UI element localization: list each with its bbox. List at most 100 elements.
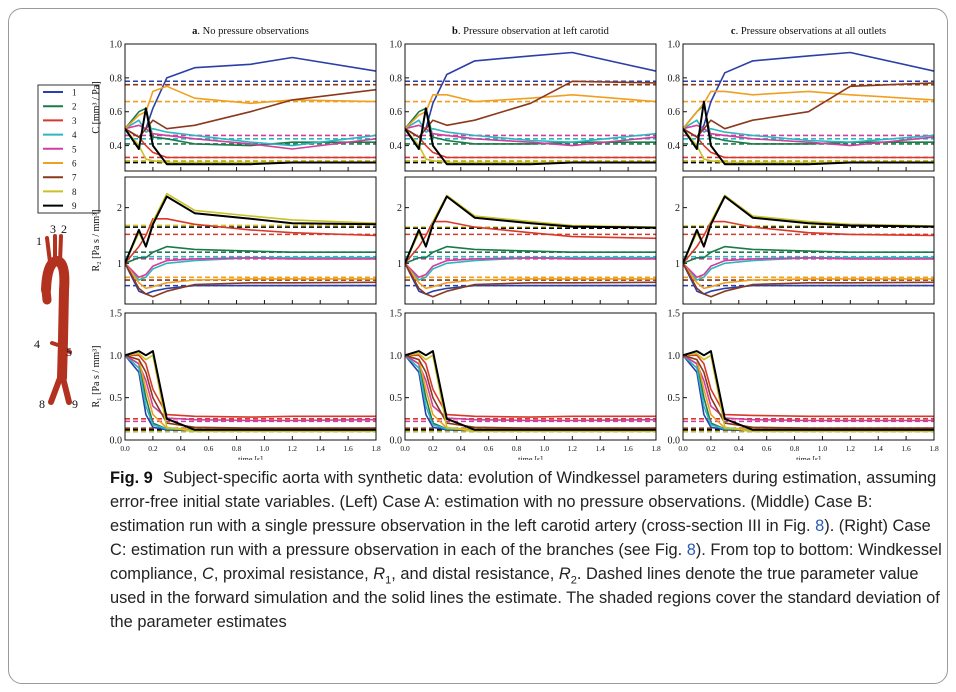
plot-area: [405, 51, 656, 166]
estimate-line: [683, 354, 934, 422]
anatomy-label: 5: [66, 345, 72, 359]
column-letter: a: [192, 26, 198, 37]
column-title: c. Pressure observations at all outlets: [731, 26, 886, 37]
estimate-line: [405, 195, 656, 264]
estimate-line: [125, 354, 376, 430]
x-tick-label: 0.0: [678, 444, 688, 453]
y-tick-label: 0.5: [668, 393, 681, 404]
estimate-line: [125, 354, 376, 431]
estimate-line: [405, 262, 656, 298]
estimate-line: [683, 257, 934, 281]
x-axis-label: time [s]: [518, 455, 543, 460]
caption-text: ). (Right) Case C: estimation run with a…: [110, 517, 931, 559]
y-tick-label: 2: [675, 203, 680, 214]
plot-area: [125, 192, 376, 298]
caption-subscript: 2: [570, 574, 577, 587]
plot-area: [683, 194, 934, 298]
estimate-line: [405, 352, 656, 433]
anatomy-label: 3: [50, 222, 56, 236]
plot-area: [405, 350, 656, 433]
estimate-line: [125, 85, 376, 130]
column-title-text: . Pressure observation at left carotid: [458, 26, 610, 37]
x-tick-label: 0.8: [232, 444, 242, 453]
y-tick-label: 0.5: [390, 393, 403, 404]
y-tick-label: 1: [675, 259, 680, 270]
y-tick-label: 0.0: [110, 436, 123, 447]
y-tick-label: 0.4: [668, 141, 681, 152]
estimate-line: [125, 107, 376, 147]
estimate-line: [683, 100, 934, 166]
column-title-text: . Pressure observations at all outlets: [736, 26, 886, 37]
x-tick-label: 0.6: [762, 444, 772, 453]
estimate-line: [405, 107, 656, 145]
legend-label: 7: [72, 173, 77, 183]
x-tick-label: 1.0: [540, 444, 550, 453]
caption-text: , proximal resistance,: [213, 565, 374, 583]
plot-frame: [124, 312, 377, 441]
estimate-line: [405, 124, 656, 147]
plot-frame: [404, 176, 657, 305]
anatomy-label: 4: [34, 337, 40, 351]
y-tick-label: 1.5: [110, 309, 123, 320]
y-tick-label: 0.6: [110, 107, 123, 118]
plot-area: [405, 194, 656, 298]
estimate-line: [683, 257, 934, 279]
estimate-line: [405, 107, 656, 166]
x-tick-label: 1.8: [929, 444, 939, 453]
estimate-line: [405, 80, 656, 138]
estimate-line: [125, 257, 376, 279]
x-tick-label: 1.6: [343, 444, 353, 453]
y-tick-label: 1.0: [110, 351, 123, 362]
plot-area: [683, 350, 934, 433]
estimate-line: [683, 354, 934, 431]
x-tick-label: 0.6: [484, 444, 494, 453]
legend-label: 9: [72, 201, 77, 211]
legend-label: 6: [72, 159, 77, 169]
x-tick-label: 0.6: [204, 444, 214, 453]
caption-symbol: R: [373, 565, 386, 583]
plot-frame: [682, 312, 935, 441]
estimate-line: [125, 262, 376, 290]
estimate-line: [125, 262, 376, 295]
figure-link[interactable]: 8: [815, 517, 825, 535]
estimate-line: [125, 88, 376, 138]
x-tick-label: 1.2: [846, 444, 856, 453]
y-tick-label: 0.6: [668, 107, 681, 118]
legend-label: 4: [72, 130, 77, 140]
estimate-line: [683, 119, 934, 143]
estimate-line: [125, 124, 376, 150]
caption-text: Subject-specific aorta with synthetic da…: [110, 469, 937, 535]
y-tick-label: 0.4: [390, 141, 403, 152]
figure-link[interactable]: 8: [686, 541, 696, 559]
y-tick-label: 1.5: [668, 309, 681, 320]
x-axis-label: time [s]: [796, 455, 821, 460]
x-tick-label: 1.4: [316, 444, 326, 453]
estimate-line: [683, 90, 934, 130]
y-tick-label: 0.8: [390, 73, 403, 84]
estimate-line: [683, 262, 934, 298]
estimate-line: [683, 51, 934, 138]
anatomy-label: 2: [61, 222, 67, 236]
estimate-line: [405, 354, 656, 430]
column-title: b. Pressure observation at left carotid: [452, 26, 610, 37]
estimate-line: [125, 354, 376, 431]
plot-frame: [404, 312, 657, 441]
legend-label: 1: [72, 88, 77, 98]
x-tick-label: 1.6: [623, 444, 633, 453]
x-tick-label: 1.8: [371, 444, 381, 453]
y-tick-label: 0.0: [668, 436, 681, 447]
estimate-line: [405, 94, 656, 130]
x-tick-label: 0.2: [428, 444, 438, 453]
y-tick-label: 1.0: [110, 40, 123, 51]
legend-label: 2: [72, 102, 77, 112]
x-tick-label: 0.2: [148, 444, 158, 453]
estimate-line: [683, 354, 934, 429]
x-tick-label: 0.4: [456, 444, 466, 453]
estimate-line: [405, 257, 656, 279]
y-tick-label: 0.0: [390, 436, 403, 447]
estimate-line: [405, 245, 656, 265]
legend-label: 3: [72, 116, 77, 126]
x-tick-label: 1.2: [288, 444, 298, 453]
y-tick-label: 1.0: [390, 40, 403, 51]
y-axis-label: C [mm³ / Pa]: [91, 81, 102, 133]
